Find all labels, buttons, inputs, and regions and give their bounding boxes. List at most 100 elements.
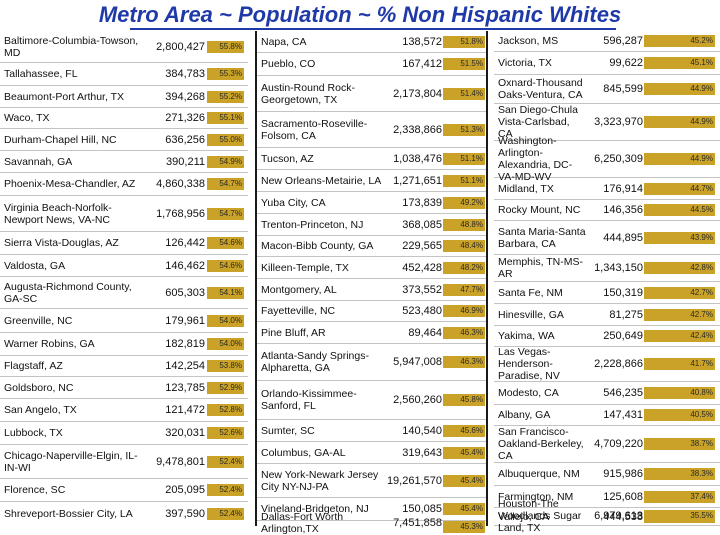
table-row: Valdosta, GA 146,462 54.6% (0, 255, 248, 277)
percent-badge: 51.1% (443, 175, 485, 187)
table-row: Modesto, CA 546,235 40.8% (494, 382, 720, 405)
metro-name: Baltimore-Columbia-Towson, MD (4, 34, 139, 59)
table-row: Sacramento-Roseville-Folsom, CA 2,338,866… (257, 112, 486, 148)
table-row: Yakima, WA 250,649 42.4% (494, 326, 720, 347)
table-row: Tallahassee, FL 384,783 55.3% (0, 63, 248, 86)
metro-name: Phoenix-Mesa-Chandler, AZ (4, 178, 136, 190)
percent-badge: 55.8% (207, 41, 244, 53)
percent-badge: 35.5% (644, 510, 715, 522)
table-row: Dallas-Fort Worth Arlington,TX 7,451,858 4… (257, 511, 486, 535)
metro-name: Austin-Round Rock-Georgetown, TX (261, 81, 355, 106)
table-row: Rocky Mount, NC 146,356 44.5% (494, 200, 720, 221)
percent-badge: 40.5% (644, 409, 715, 421)
population-value: 2,560,260 (393, 394, 442, 406)
table-row: Warner Robins, GA 182,819 54.0% (0, 333, 248, 356)
percent-badge: 45.4% (443, 503, 485, 515)
population-value: 390,211 (166, 155, 205, 168)
population-value: 1,343,150 (594, 262, 643, 274)
table-row: Flagstaff, AZ 142,254 53.8% (0, 356, 248, 377)
population-value: 320,031 (165, 427, 205, 439)
metro-name: Yakima, WA (498, 330, 555, 342)
population-value: 123,785 (165, 381, 205, 394)
metro-name: Trenton-Princeton, NJ (261, 218, 364, 231)
population-value: 915,986 (603, 468, 643, 480)
metro-name: Greenville, NC (4, 314, 73, 327)
population-value: 81,275 (609, 308, 643, 321)
table-row: Vineland-Bridgeton, NJ 150,085 45.4% (257, 498, 486, 521)
metro-name: Victoria, TX (498, 57, 552, 69)
percent-badge: 45.4% (443, 447, 485, 459)
table-row: Farmington, NM 125,608 37.4% (494, 486, 720, 508)
percent-badge: 54.0% (207, 338, 244, 350)
metro-name: Waco, TX (4, 112, 50, 124)
metro-name: Pueblo, CO (261, 58, 316, 70)
population-value: 368,085 (402, 218, 442, 231)
table-row: Virginia Beach-Norfolk-Newport News, VA-… (0, 196, 248, 232)
table-row: Oxnard-Thousand Oaks-Ventura, CA 845,599 4… (494, 75, 720, 104)
population-value: 4,709,220 (594, 438, 643, 450)
population-value: 3,323,970 (594, 116, 643, 128)
metro-name: Yuba City, CA (261, 196, 326, 209)
population-value: 2,800,427 (156, 40, 205, 53)
metro-name: Montgomery, AL (261, 283, 337, 296)
population-value: 146,356 (603, 204, 643, 216)
metro-name: Houston-The Woodlands Sugar Land, TX (498, 498, 582, 534)
population-value: 146,462 (165, 259, 205, 272)
metro-name: Shreveport-Bossier City, LA (4, 507, 133, 520)
table-row: Yuba City, CA 173,839 49.2% (257, 192, 486, 214)
percent-badge: 55.1% (207, 112, 244, 124)
population-value: 99,622 (609, 57, 643, 69)
table-row: Tucson, AZ 1,038,476 51.1% (257, 148, 486, 170)
population-value: 394,268 (165, 90, 205, 103)
population-value: 205,095 (165, 484, 205, 496)
population-value: 444,538 (603, 510, 643, 523)
population-value: 546,235 (603, 387, 643, 399)
metro-name: Jackson, MS (498, 35, 559, 47)
metro-name: Durham-Chapel Hill, NC (4, 133, 117, 146)
metro-name: Tucson, AZ (261, 152, 314, 165)
population-value: 150,319 (603, 286, 643, 299)
metro-name: Florence, SC (4, 484, 66, 496)
table-row: Beaumont-Port Arthur, TX 394,268 55.2% (0, 86, 248, 108)
table-row: Atlanta-Sandy Springs-Alpharetta, GA 5,94… (257, 344, 486, 381)
percent-badge: 45.2% (644, 35, 715, 47)
percent-badge: 44.9% (644, 116, 715, 128)
population-value: 7,451,858 (393, 517, 442, 529)
table-row: Waco, TX 271,326 55.1% (0, 108, 248, 129)
metro-name: Modesto, CA (498, 387, 559, 399)
percent-badge: 46.9% (443, 305, 485, 317)
table-row: San Angelo, TX 121,472 52.8% (0, 399, 248, 422)
metro-name: Valdosta, GA (4, 259, 66, 272)
percent-badge: 46.3% (443, 356, 485, 368)
table-row: Albany, GA 147,431 40.5% (494, 405, 720, 426)
percent-badge: 45.8% (443, 394, 485, 406)
table-row: Chicago-Naperville-Elgin, IL-IN-WI 9,478,… (0, 445, 248, 479)
percent-badge: 52.4% (207, 484, 244, 496)
metro-name: Pine Bluff, AR (261, 326, 326, 339)
percent-badge: 52.8% (207, 404, 244, 416)
percent-badge: 44.5% (644, 204, 715, 216)
population-value: 138,572 (402, 35, 442, 48)
metro-name: Santa Maria-Santa Barbara, CA (498, 225, 586, 250)
table-row: Albuquerque, NM 915,986 38.3% (494, 463, 720, 486)
percent-badge: 51.3% (443, 124, 485, 136)
percent-badge: 45.4% (443, 475, 485, 487)
table-row: Austin-Round Rock-Georgetown, TX 2,173,80… (257, 76, 486, 112)
table-row: Washington-Arlington-Alexandria, DC-VA-M… (494, 135, 720, 183)
metro-name: Farmington, NM (498, 490, 574, 503)
percent-badge: 52.4% (207, 456, 244, 468)
percent-badge: 51.4% (443, 88, 485, 100)
population-value: 140,540 (402, 424, 442, 437)
percent-badge: 42.4% (644, 330, 715, 342)
metro-name: Killeen-Temple, TX (261, 261, 349, 274)
metro-name: Orlando-Kissimmee-Sanford, FL (261, 388, 357, 412)
percent-badge: 55.3% (207, 68, 244, 80)
metro-name: Memphis, TN-MS-AR (498, 256, 583, 280)
population-value: 319,643 (402, 446, 442, 459)
percent-badge: 52.6% (207, 427, 244, 439)
percent-badge: 45.1% (644, 57, 715, 69)
table-row: New Orleans-Metairie, LA 1,271,651 51.1% (257, 170, 486, 192)
table-row: Greenville, NC 179,961 54.0% (0, 309, 248, 333)
title-underline (130, 28, 616, 30)
metro-name: Tallahassee, FL (4, 68, 78, 80)
